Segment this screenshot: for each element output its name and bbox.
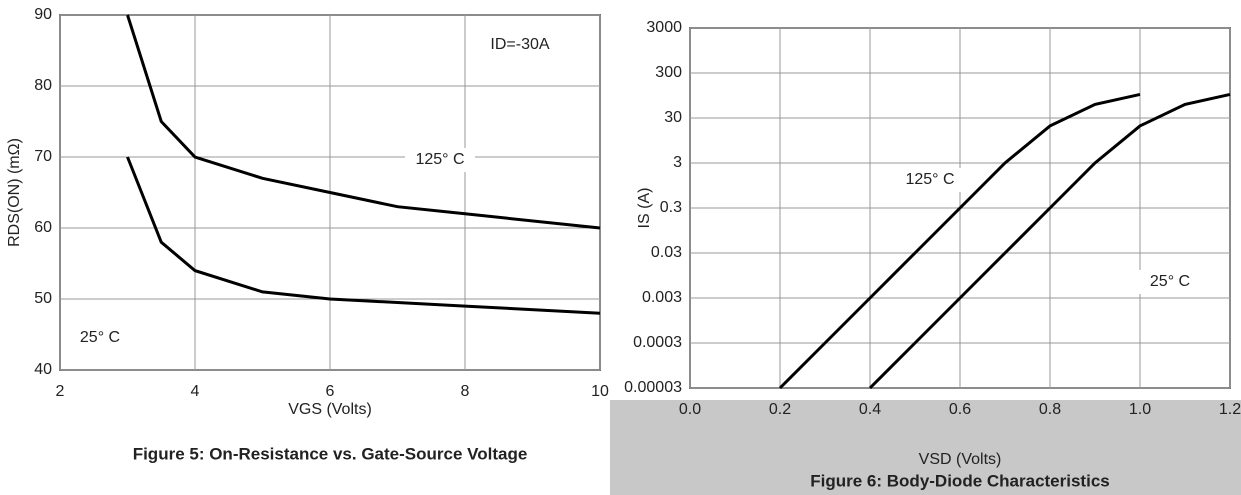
x-axis-label: VSD (Volts) [919, 451, 1002, 468]
x-tick-label: 2 [56, 383, 65, 400]
y-tick-label: 300 [655, 64, 682, 81]
y-tick-label: 70 [34, 148, 52, 165]
y-axis-label: RDS(ON) (mΩ) [6, 138, 23, 247]
page: {"chart_data": [ {"type": "line", "title… [0, 0, 1241, 495]
y-tick-label: 0.3 [660, 199, 682, 216]
x-tick-label: 0.0 [679, 401, 701, 418]
y-tick-label: 30 [664, 109, 682, 126]
x-tick-label: 8 [461, 383, 470, 400]
x-tick-label: 0.4 [859, 401, 881, 418]
series-label: 125° C [415, 151, 464, 168]
y-tick-label: 3 [673, 154, 682, 171]
x-tick-label: 0.6 [949, 401, 971, 418]
x-tick-label: 6 [326, 383, 335, 400]
series-label: 125° C [905, 171, 954, 188]
y-tick-label: 3000 [646, 19, 682, 36]
y-tick-label: 90 [34, 6, 52, 23]
x-tick-label: 4 [191, 383, 200, 400]
charts: 40 50 60 70 80 90 2 4 6 8 10 125° C 25° C ID=-30A VGS … [0, 0, 1241, 495]
y-tick-label: 0.0003 [633, 334, 682, 351]
series-label: 25° C [1150, 273, 1190, 290]
x-tick-label: 0.8 [1039, 401, 1061, 418]
chart-title: Figure 5: On-Resistance vs. Gate-Source … [133, 444, 528, 463]
x-tick-label: 10 [591, 383, 609, 400]
x-axis-label: VGS (Volts) [288, 401, 372, 418]
annotation: ID=-30A [490, 36, 549, 53]
chart-title: Figure 6: Body-Diode Characteristics [810, 471, 1109, 490]
y-tick-label: 50 [34, 290, 52, 307]
y-tick-label: 0.00003 [624, 379, 682, 396]
data-line [128, 157, 601, 313]
y-tick-label: 60 [34, 219, 52, 236]
y-tick-label: 40 [34, 361, 52, 378]
series-label: 25° C [80, 329, 120, 346]
y-tick-label: 0.003 [642, 289, 682, 306]
x-tick-label: 1.2 [1219, 401, 1241, 418]
y-tick-label: 80 [34, 77, 52, 94]
y-tick-label: 0.03 [651, 244, 682, 261]
x-tick-label: 1.0 [1129, 401, 1151, 418]
x-tick-label: 0.2 [769, 401, 791, 418]
y-axis-label: IS (A) [636, 188, 653, 229]
